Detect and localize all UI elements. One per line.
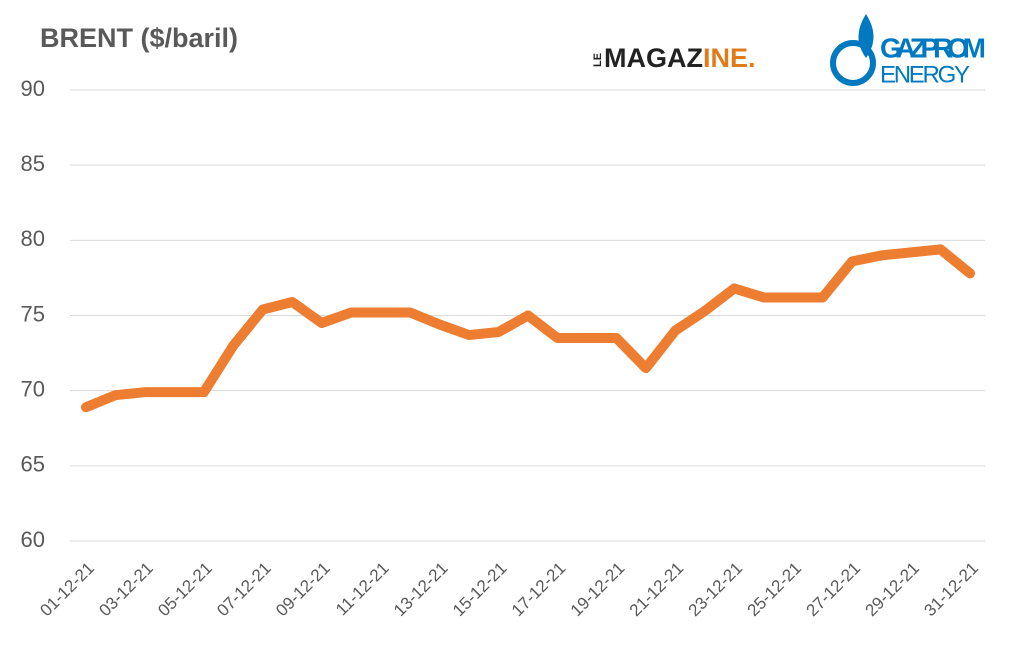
x-tick-label: 21-12-21 [626,559,688,621]
chart-title: BRENT ($/baril) [40,23,238,53]
x-tick-label: 25-12-21 [744,559,806,621]
x-tick-label: 19-12-21 [567,559,629,621]
x-tick-label: 23-12-21 [685,559,747,621]
logo-prefix: LE [592,53,604,67]
x-tick-label: 11-12-21 [332,559,393,620]
logo-flame [858,14,874,58]
logo-ring [830,40,876,86]
x-tick-label: 15-12-21 [449,559,511,621]
x-tick-label: 27-12-21 [803,559,865,621]
x-tick-label: 05-12-21 [154,559,216,621]
y-tick-label: 75 [21,301,45,326]
y-tick-label: 80 [21,226,45,251]
x-tick-label: 09-12-21 [272,559,334,621]
x-tick-label: 01-12-21 [36,559,98,621]
magazine-logo: LE MAGAZINE. [592,43,756,73]
x-tick-label: 07-12-21 [213,559,275,621]
x-tick-label: 31-12-21 [920,559,982,621]
gazprom-logo: GAZPROM ENERGY [830,14,986,88]
x-tick-label: 29-12-21 [862,559,924,621]
y-tick-label: 65 [21,452,45,477]
y-tick-label: 70 [21,376,45,401]
y-tick-label: 90 [21,76,45,101]
logo-accent: INE. [703,43,756,73]
y-tick-label: 85 [21,151,45,176]
logo-sub: ENERGY [880,61,970,88]
y-tick-label: 60 [21,527,45,552]
x-tick-label: 17-12-21 [508,559,570,621]
x-tick-label: 03-12-21 [95,559,157,621]
x-tick-label: 13-12-21 [390,559,452,621]
logo-name: GAZPROM [880,32,986,63]
line [81,244,975,413]
logo-dark: MAGAZ [604,43,703,73]
logo-text: MAGAZINE. [604,43,756,73]
